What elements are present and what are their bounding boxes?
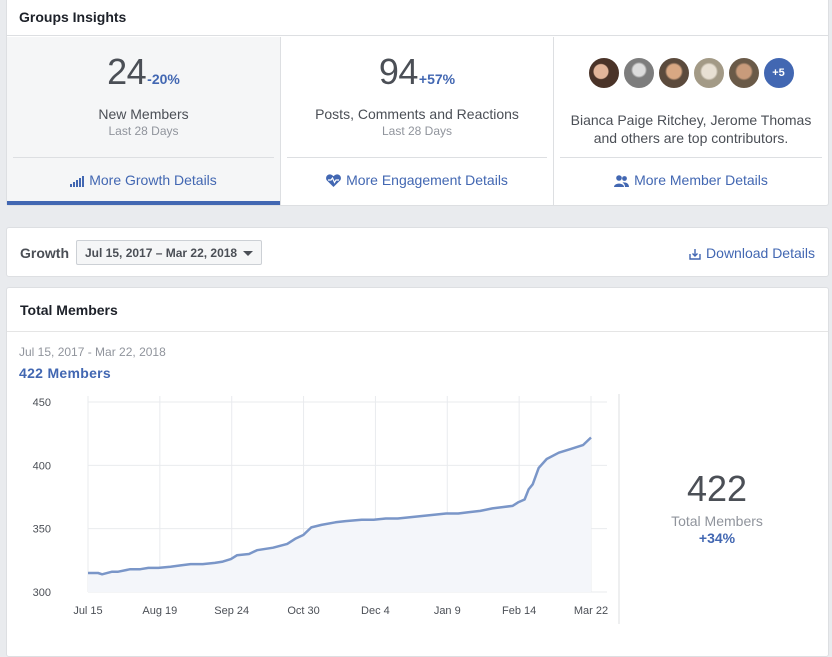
chevron-down-icon — [243, 251, 253, 256]
members-count: 422 Members — [19, 365, 112, 381]
x-tick-label: Mar 22 — [574, 605, 608, 617]
tile-members[interactable]: +5 Bianca Paige Ritchey, Jerome Thomas a… — [554, 37, 828, 205]
posts-label: Posts, Comments and Reactions — [315, 106, 519, 122]
growth-title: Growth — [20, 245, 69, 261]
avatar[interactable] — [587, 57, 620, 89]
total-members-card: Total Members Jul 15, 2017 - Mar 22, 201… — [6, 287, 829, 657]
more-growth-details-label: More Growth Details — [89, 172, 217, 188]
more-engagement-details-link[interactable]: More Engagement Details — [281, 172, 553, 188]
y-tick-label: 300 — [33, 587, 51, 599]
divider — [560, 157, 822, 158]
more-member-details-label: More Member Details — [634, 172, 768, 188]
date-range-selector[interactable]: Jul 15, 2017 – Mar 22, 2018 — [76, 240, 262, 265]
download-icon — [689, 249, 701, 260]
y-tick-label: 350 — [33, 524, 51, 536]
x-tick-label: Dec 4 — [361, 605, 390, 617]
more-growth-details-link[interactable]: More Growth Details — [7, 172, 280, 188]
divider — [287, 157, 547, 158]
date-range-value: Jul 15, 2017 – Mar 22, 2018 — [85, 246, 238, 260]
y-tick-label: 450 — [33, 397, 51, 409]
x-tick-label: Aug 19 — [142, 605, 177, 617]
contributors-text: Bianca Paige Ritchey, Jerome Thomas and … — [570, 112, 812, 146]
new-members-number: 24 — [107, 51, 147, 92]
series-line — [88, 436, 592, 576]
insights-card: Groups Insights 24-20% New Members Last … — [6, 0, 829, 206]
new-members-period: Last 28 Days — [108, 124, 179, 138]
total-members-chart: 300 350 400 450 Jul 15 Aug 19 Sep 24 Oct 30 Dec … — [33, 394, 620, 624]
download-details-label: Download Details — [706, 245, 815, 261]
more-engagement-details-label: More Engagement Details — [346, 172, 508, 188]
avatar[interactable] — [622, 57, 655, 89]
x-tick-label: Oct 30 — [287, 605, 319, 617]
avatar[interactable] — [727, 57, 760, 89]
tile-growth[interactable]: 24-20% New Members Last 28 Days More Gro… — [7, 37, 281, 205]
more-member-details-link[interactable]: More Member Details — [554, 172, 828, 188]
page-title: Groups Insights — [7, 0, 828, 36]
total-members-change: +34% — [698, 530, 736, 546]
chart-date-range: Jul 15, 2017 - Mar 22, 2018 — [19, 345, 166, 359]
more-contributors-badge[interactable]: +5 — [762, 57, 795, 89]
x-tick-label: Sep 24 — [214, 605, 249, 617]
x-tick-label: Jul 15 — [73, 605, 102, 617]
series-area — [88, 437, 591, 592]
x-tick-label: Feb 14 — [502, 605, 536, 617]
bar-chart-icon — [70, 176, 85, 187]
total-members-label: Total Members — [671, 513, 763, 529]
insight-tiles: 24-20% New Members Last 28 Days More Gro… — [7, 37, 828, 205]
heart-pulse-icon — [326, 174, 341, 187]
posts-number: 94 — [378, 51, 419, 92]
new-members-change: -20% — [147, 71, 180, 87]
avatar[interactable] — [692, 57, 725, 89]
x-tick-label: Jan 9 — [434, 605, 461, 617]
growth-toolbar: Growth Jul 15, 2017 – Mar 22, 2018 Downl… — [6, 227, 829, 277]
posts-period: Last 28 Days — [381, 124, 453, 138]
avatar[interactable] — [657, 57, 690, 89]
download-details-link[interactable]: Download Details — [689, 245, 815, 261]
people-icon — [614, 175, 630, 187]
total-members-title: Total Members — [7, 288, 828, 332]
tile-engagement[interactable]: 94+57% Posts, Comments and Reactions Las… — [281, 37, 554, 205]
total-members-number: 422 — [686, 468, 748, 509]
top-contributors-avatars: +5 — [554, 57, 828, 89]
y-tick-label: 400 — [33, 460, 51, 472]
new-members-label: New Members — [98, 106, 189, 122]
divider — [13, 157, 274, 158]
posts-change: +57% — [418, 71, 456, 87]
